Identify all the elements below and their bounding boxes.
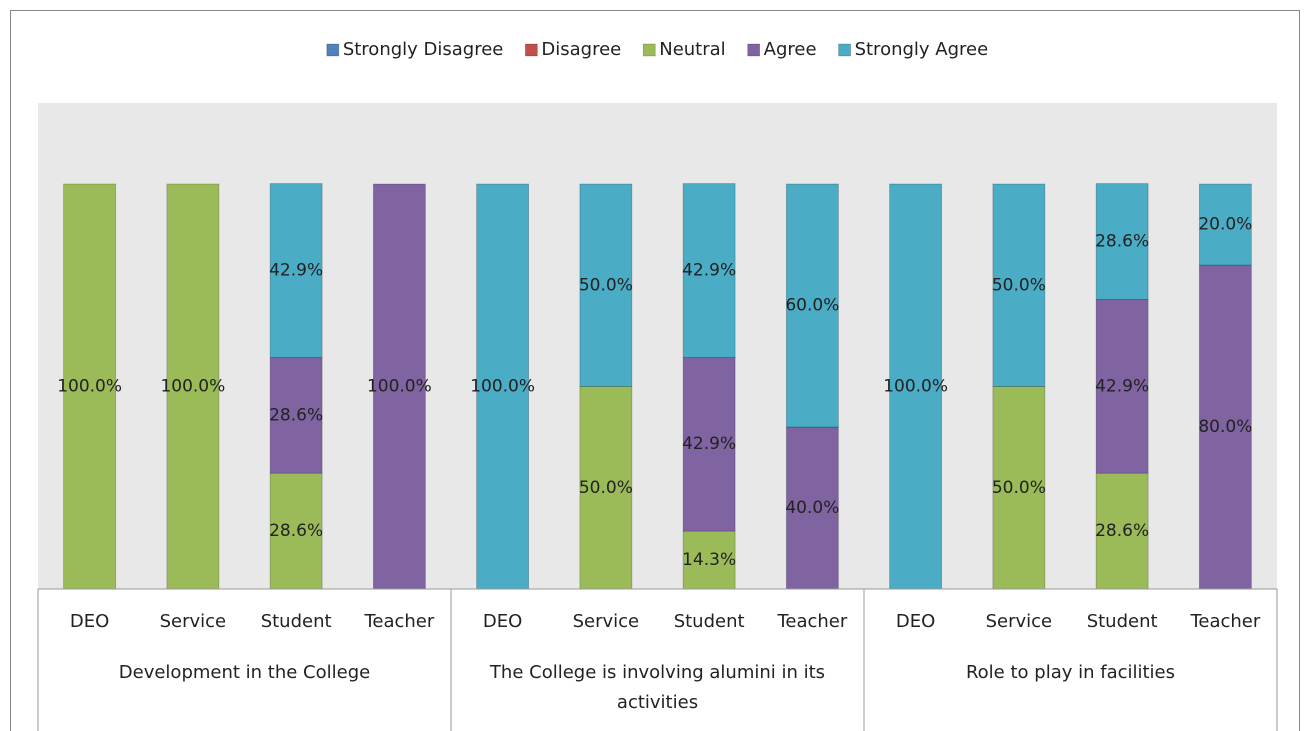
legend-swatch — [642, 43, 656, 57]
data-label: 60.0% — [785, 296, 839, 316]
bar-segment — [1095, 183, 1149, 300]
legend-swatch — [525, 43, 538, 57]
x-tick-label: Student — [261, 611, 332, 632]
x-tick-label: DEO — [70, 611, 109, 632]
x-tick-label: Teacher — [363, 611, 434, 632]
data-label: 28.6% — [269, 521, 323, 541]
group-label: Role to play in facilities — [965, 662, 1176, 683]
data-label: 42.9% — [1095, 376, 1149, 396]
bar-segment — [269, 356, 323, 474]
bar-segment — [682, 530, 736, 590]
legend-swatch — [326, 43, 340, 57]
plot-area — [38, 103, 1277, 589]
data-label: 100.0% — [470, 377, 535, 397]
bar-segment — [269, 472, 323, 590]
data-label: 50.0% — [579, 478, 633, 498]
data-label: 40.0% — [785, 498, 839, 518]
data-label: 42.9% — [682, 434, 736, 454]
bar-segment — [889, 183, 943, 590]
bar-segment — [682, 356, 736, 532]
data-label: 80.0% — [1198, 417, 1252, 437]
bar-segment — [992, 386, 1046, 590]
data-label: 42.9% — [269, 260, 323, 280]
data-label: 28.6% — [269, 405, 323, 425]
data-label: 28.6% — [1095, 521, 1149, 541]
data-label: 100.0% — [160, 377, 225, 397]
group-label-box: Development in the College — [118, 662, 371, 683]
bar-segment — [1198, 183, 1252, 266]
group-label-box: Role to play in facilities — [965, 662, 1176, 683]
x-tick-label: Service — [573, 611, 640, 632]
group-label: The College is involving alumini in its … — [489, 662, 826, 713]
legend-label: Disagree — [541, 39, 621, 60]
bar-segment — [1095, 299, 1149, 474]
x-tick-label: Service — [986, 611, 1053, 632]
legend-label: Strongly Disagree — [343, 39, 504, 60]
data-label: 20.0% — [1198, 215, 1252, 235]
data-label: 50.0% — [579, 275, 633, 295]
legend-item: Strongly Disagree — [326, 39, 504, 60]
legend-item: Disagree — [525, 39, 621, 60]
data-label: 100.0% — [367, 377, 432, 397]
group-label: Development in the College — [118, 662, 371, 683]
data-label: 14.3% — [682, 550, 736, 570]
group-label-box: The College is involving alumini in its … — [489, 662, 826, 713]
bar-segment — [579, 386, 633, 590]
bar-segment — [785, 183, 839, 428]
bar-segment — [992, 183, 1046, 387]
legend-label: Agree — [764, 39, 817, 60]
bar-segment — [1095, 472, 1149, 590]
legend-item: Strongly Agree — [838, 39, 989, 60]
legend-swatch — [747, 43, 760, 57]
bar-segment — [579, 183, 633, 387]
data-label: 50.0% — [992, 478, 1046, 498]
legend-item: Neutral — [642, 39, 726, 60]
legend-label: Neutral — [659, 39, 725, 60]
bar-segment — [63, 183, 117, 590]
x-tick-label: DEO — [896, 611, 935, 632]
bar-segment — [269, 183, 323, 358]
x-tick-label: DEO — [483, 611, 522, 632]
data-label: 50.0% — [992, 275, 1046, 295]
x-tick-label: Teacher — [776, 611, 847, 632]
x-tick-label: Service — [160, 611, 227, 632]
x-tick-label: Student — [674, 611, 745, 632]
data-label: 100.0% — [57, 377, 122, 397]
legend-label: Strongly Agree — [855, 39, 989, 60]
bar-segment — [476, 183, 530, 590]
x-tick-label: Student — [1087, 611, 1158, 632]
legend-item: Agree — [747, 39, 817, 60]
legend-swatch — [838, 43, 851, 57]
data-label: 28.6% — [1095, 232, 1149, 252]
bar-segment — [372, 183, 426, 590]
data-label: 100.0% — [883, 377, 948, 397]
data-label: 42.9% — [682, 260, 736, 280]
bar-segment — [682, 183, 736, 358]
x-tick-label: Teacher — [1189, 611, 1260, 632]
